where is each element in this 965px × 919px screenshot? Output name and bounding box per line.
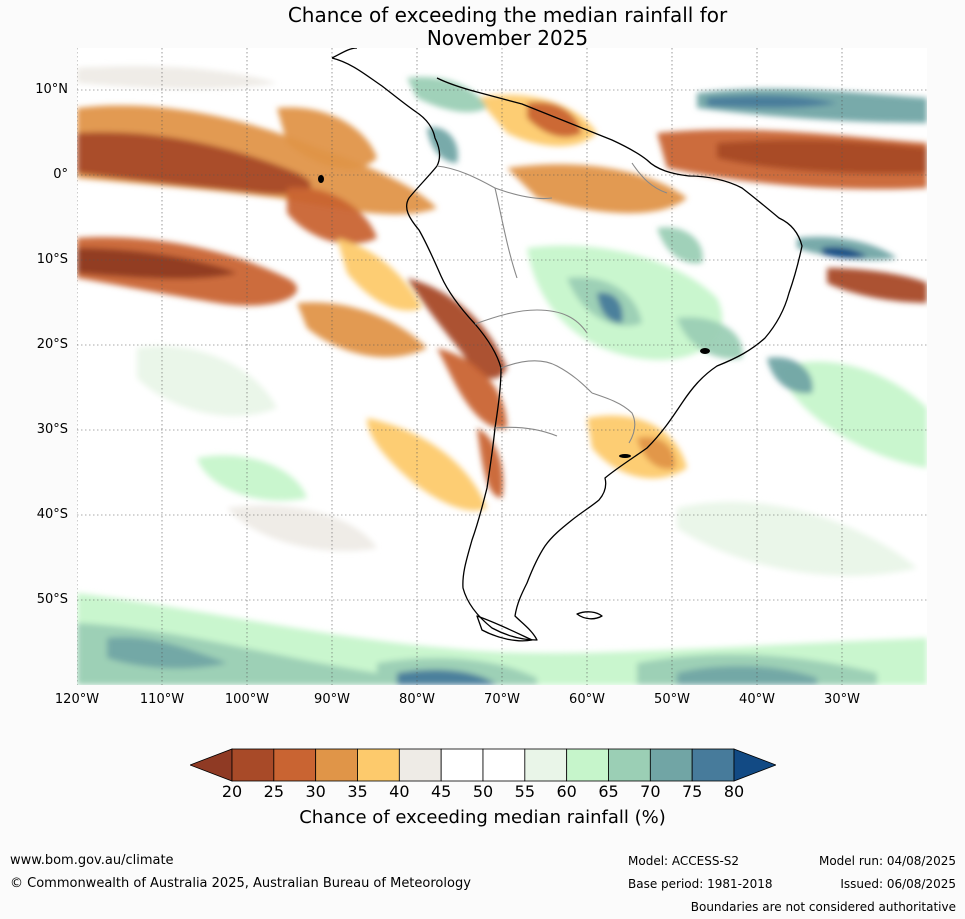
colorbar-swatch xyxy=(357,748,400,782)
colorbar-tick-label: 70 xyxy=(640,782,661,801)
colorbar-swatch xyxy=(273,748,317,782)
boundary-disclaimer: Boundaries are not considered authoritat… xyxy=(690,900,956,914)
colorbar-swatch xyxy=(440,748,484,782)
colorbar-tick-label: 30 xyxy=(305,782,326,801)
lat-label-30s: 30°S xyxy=(36,422,68,437)
lon-label-110w: 110°W xyxy=(139,692,185,707)
colorbar-swatch xyxy=(649,748,693,782)
colorbar-label: Chance of exceeding median rainfall (%) xyxy=(299,807,666,828)
title-line-2: November 2025 xyxy=(426,26,589,50)
lon-label-80w: 80°W xyxy=(399,692,435,707)
colorbar-tick-label: 55 xyxy=(514,782,535,801)
country-borders xyxy=(436,162,668,444)
inland-features xyxy=(318,175,710,458)
lon-label-50w: 50°W xyxy=(654,692,690,707)
title-line-1: Chance of exceeding the median rainfall … xyxy=(287,3,728,27)
colorbar-tick-label: 20 xyxy=(221,782,243,801)
probability-shading xyxy=(77,66,927,685)
lat-label-0: 0° xyxy=(53,167,68,182)
colorbar-tick-label: 25 xyxy=(263,782,284,801)
lat-label-20s: 20°S xyxy=(36,337,68,352)
lon-label-60w: 60°W xyxy=(569,692,605,707)
lat-label-40s: 40°S xyxy=(36,507,68,522)
lon-label-30w: 30°W xyxy=(824,692,860,707)
colorbar-swatch xyxy=(608,748,651,782)
rainfall-map xyxy=(77,48,927,685)
colorbar-tick-label: 80 xyxy=(723,782,745,801)
colorbar xyxy=(190,748,776,782)
lon-label-70w: 70°W xyxy=(484,692,520,707)
colorbar-under-arrow xyxy=(190,748,233,782)
lon-label-90w: 90°W xyxy=(314,692,350,707)
colorbar-tick-label: 35 xyxy=(347,782,368,801)
colorbar-tick-label: 65 xyxy=(598,782,619,801)
map-title: Chance of exceeding the median rainfall … xyxy=(0,4,965,50)
colorbar-swatch xyxy=(566,748,609,782)
lat-label-10s: 10°S xyxy=(36,252,68,267)
issued-info: Issued: 06/08/2025 xyxy=(840,877,956,891)
colorbar-tick-label: 40 xyxy=(389,782,410,801)
model-run-info: Model run: 04/08/2025 xyxy=(818,854,956,868)
colorbar-swatch xyxy=(524,748,568,782)
coastline xyxy=(331,48,803,642)
graticule xyxy=(77,48,927,685)
colorbar-over-arrow xyxy=(733,748,776,782)
colorbar-swatch xyxy=(231,748,275,782)
colorbar-swatch xyxy=(315,748,358,782)
colorbar-swatch xyxy=(482,748,526,782)
colorbar-swatch xyxy=(398,748,442,782)
website-link[interactable]: www.bom.gov.au/climate xyxy=(10,853,174,868)
colorbar-tick-label: 45 xyxy=(430,782,452,801)
colorbar-tick-label: 75 xyxy=(681,782,703,801)
model-info: Model: ACCESS-S2 xyxy=(628,854,740,868)
colorbar-tick-label: 60 xyxy=(556,782,577,801)
colorbar-tick-label: 50 xyxy=(472,782,494,801)
lon-label-100w: 100°W xyxy=(224,692,270,707)
lon-label-40w: 40°W xyxy=(739,692,775,707)
base-period-info: Base period: 1981-2018 xyxy=(628,877,773,891)
copyright-text: © Commonwealth of Australia 2025, Austra… xyxy=(10,876,471,891)
colorbar-swatch xyxy=(691,748,735,782)
lat-label-10n: 10°N xyxy=(35,82,68,97)
lon-label-120w: 120°W xyxy=(54,692,100,707)
lat-label-50s: 50°S xyxy=(36,592,68,607)
